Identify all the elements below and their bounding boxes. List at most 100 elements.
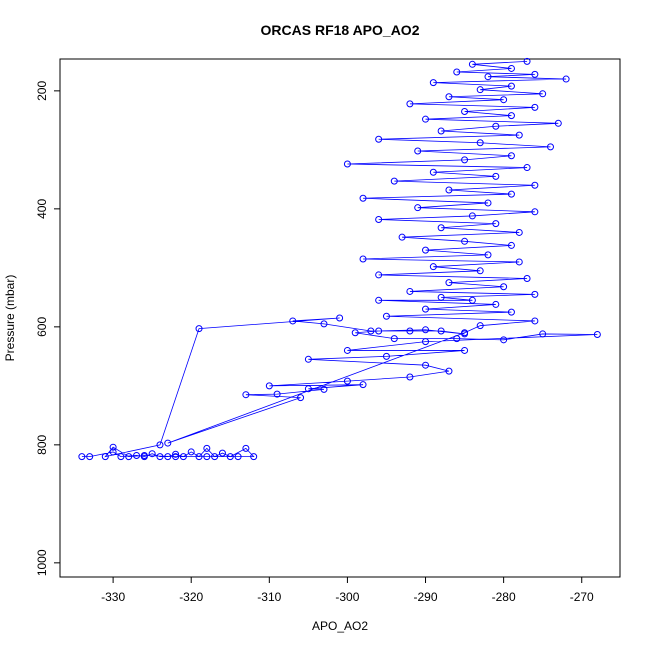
data-point — [593, 331, 601, 339]
data-point — [531, 181, 539, 189]
x-tick-label: -310 — [257, 590, 281, 604]
data-point — [507, 308, 515, 316]
x-tick-label: -290 — [414, 590, 438, 604]
data-point — [461, 346, 469, 354]
data-point — [226, 453, 234, 461]
data-point — [86, 453, 94, 461]
data-point — [531, 317, 539, 325]
data-point — [117, 453, 125, 461]
y-tick-label: 200 — [35, 81, 49, 101]
data-point — [414, 147, 422, 155]
y-tick-label: 800 — [35, 435, 49, 455]
data-point — [500, 96, 508, 104]
data-point — [187, 448, 195, 456]
data-point — [390, 177, 398, 185]
data-point — [101, 453, 109, 461]
data-point — [343, 346, 351, 354]
data-point — [382, 312, 390, 320]
data-point — [375, 271, 383, 279]
data-point — [546, 143, 554, 151]
data-point — [429, 263, 437, 271]
data-point — [375, 135, 383, 143]
data-point — [453, 68, 461, 76]
data-point — [242, 391, 250, 399]
data-point — [382, 352, 390, 360]
data-point — [359, 194, 367, 202]
data-point — [422, 361, 430, 369]
data-point — [320, 385, 328, 393]
data-point — [484, 251, 492, 259]
data-point — [406, 373, 414, 381]
data-point — [445, 93, 453, 101]
data-point — [156, 453, 164, 461]
data-point — [140, 451, 148, 459]
data-point — [492, 122, 500, 130]
data-point — [437, 224, 445, 232]
data-point — [375, 327, 383, 335]
data-point — [351, 329, 359, 337]
data-point — [148, 450, 156, 458]
data-point — [437, 327, 445, 335]
data-point — [109, 443, 117, 451]
data-point — [562, 75, 570, 83]
data-point — [484, 73, 492, 81]
data-point — [164, 453, 172, 461]
data-point — [453, 335, 461, 343]
data-point — [195, 453, 203, 461]
data-point — [476, 139, 484, 147]
data-point — [406, 100, 414, 108]
data-point — [234, 453, 242, 461]
data-point — [531, 290, 539, 298]
data-point — [515, 131, 523, 139]
data-point — [515, 258, 523, 266]
data-point — [406, 327, 414, 335]
data-point — [422, 338, 430, 346]
data-point — [507, 241, 515, 249]
data-point — [422, 115, 430, 123]
data-point — [515, 228, 523, 236]
data-point — [273, 390, 281, 398]
data-point — [422, 326, 430, 334]
data-point — [78, 453, 86, 461]
data-point — [507, 82, 515, 90]
y-tick-label: 1000 — [35, 549, 49, 576]
data-point — [390, 335, 398, 343]
data-point — [468, 60, 476, 68]
data-point — [343, 377, 351, 385]
data-point — [476, 322, 484, 330]
x-tick-label: -300 — [335, 590, 359, 604]
data-point — [437, 127, 445, 135]
data-point — [125, 453, 133, 461]
x-axis-label: APO_AO2 — [312, 619, 368, 633]
x-tick-label: -270 — [570, 590, 594, 604]
data-point — [437, 293, 445, 301]
data-point — [265, 382, 273, 390]
data-point — [414, 204, 422, 212]
data-point — [507, 112, 515, 120]
data-point — [422, 246, 430, 254]
data-point — [429, 79, 437, 87]
data-point — [461, 156, 469, 164]
data-point — [343, 160, 351, 168]
data-point — [406, 287, 414, 295]
data-point — [320, 320, 328, 328]
data-point — [133, 451, 141, 459]
y-axis-label: Pressure (mbar) — [3, 275, 17, 362]
data-point — [250, 453, 258, 461]
data-point — [484, 199, 492, 207]
data-point — [218, 449, 226, 457]
data-point — [468, 296, 476, 304]
data-point — [429, 168, 437, 176]
x-tick-label: -280 — [492, 590, 516, 604]
data-point — [507, 152, 515, 160]
data-point — [304, 385, 312, 393]
data-point — [531, 70, 539, 78]
data-point — [531, 103, 539, 111]
data-point — [367, 327, 375, 335]
data-point — [492, 220, 500, 228]
data-point — [523, 274, 531, 282]
data-point — [523, 164, 531, 172]
data-point — [492, 172, 500, 180]
x-tick-label: -330 — [101, 590, 125, 604]
chart-title: ORCAS RF18 APO_AO2 — [261, 22, 420, 38]
